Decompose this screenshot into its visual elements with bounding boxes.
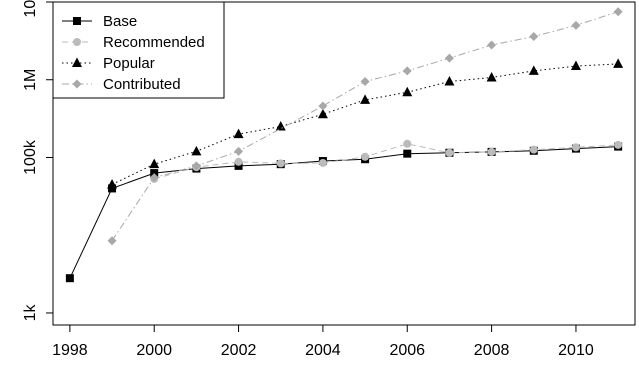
legend-box	[52, 1, 225, 99]
data-point-contributed	[444, 53, 454, 63]
data-point-contributed	[571, 20, 581, 30]
data-point-popular	[149, 158, 160, 169]
legend-item-recommended: Recommended	[62, 34, 205, 51]
series-line-contributed	[111, 11, 619, 241]
legend-label-contributed: Contributed	[103, 76, 181, 93]
series-recommended	[150, 139, 623, 183]
series-line-recommended	[154, 143, 619, 180]
data-point-contributed	[234, 146, 244, 156]
data-point-popular	[402, 86, 413, 97]
legend-item-base: Base	[62, 13, 137, 30]
legend-marker-base	[73, 17, 81, 25]
data-point-recommended	[234, 157, 243, 166]
y-axis: 1k 100k 1M 10M	[22, 0, 54, 322]
data-point-popular	[528, 65, 539, 75]
x-tick-label: 2008	[474, 342, 510, 359]
data-point-popular	[613, 58, 624, 68]
data-point-recommended	[614, 140, 623, 149]
data-point-popular	[191, 145, 202, 156]
x-tick-label: 1998	[52, 342, 88, 359]
series-layer	[65, 7, 624, 283]
data-point-popular	[317, 108, 328, 119]
x-tick-label: 2002	[221, 342, 257, 359]
data-point-popular	[570, 60, 581, 71]
x-tick-label: 2004	[305, 342, 341, 359]
data-point-contributed	[107, 236, 117, 246]
y-tick-label: 1M	[22, 69, 39, 91]
legend-label-base: Base	[103, 13, 137, 30]
series-popular	[107, 58, 624, 189]
legend-label-recommended: Recommended	[103, 34, 205, 51]
data-point-recommended	[571, 143, 580, 152]
legend-marker-recommended	[73, 38, 81, 46]
data-point-popular	[107, 178, 118, 189]
data-point-contributed	[360, 76, 370, 86]
data-point-base	[65, 274, 74, 283]
data-point-contributed	[149, 173, 159, 183]
y-tick-label: 100k	[22, 139, 39, 175]
data-point-recommended	[445, 148, 454, 157]
series-contributed	[107, 7, 623, 246]
data-point-popular	[486, 71, 497, 82]
series-base	[65, 142, 623, 283]
x-tick-label: 2000	[136, 342, 172, 359]
data-point-recommended	[487, 147, 496, 156]
data-point-recommended	[403, 139, 412, 148]
x-tick-label: 2010	[558, 342, 594, 359]
legend-label-popular: Popular	[103, 55, 155, 72]
data-point-contributed	[318, 101, 328, 111]
legend-item-popular: Popular	[62, 55, 155, 72]
data-point-popular	[360, 94, 371, 104]
data-point-recommended	[529, 145, 538, 154]
data-point-base	[234, 161, 243, 170]
legend: Base Recommended Popular Contributed	[52, 1, 225, 99]
legend-marker-popular	[72, 57, 82, 67]
x-tick-label: 2006	[389, 342, 425, 359]
data-point-contributed	[487, 40, 497, 50]
data-point-contributed	[191, 161, 201, 171]
data-point-contributed	[402, 66, 412, 76]
data-point-popular	[275, 121, 286, 131]
data-point-recommended	[276, 159, 285, 168]
data-point-recommended	[361, 152, 370, 161]
data-point-base	[150, 169, 159, 178]
y-tick-label: 10M	[22, 0, 39, 18]
data-point-base	[403, 149, 412, 158]
y-tick-label: 1k	[22, 304, 39, 322]
data-point-popular	[444, 75, 455, 86]
legend-marker-contributed	[72, 79, 82, 89]
data-point-contributed	[613, 7, 623, 17]
x-axis: 1998 2000 2002 2004 2006 2008 2010	[52, 324, 619, 359]
data-point-contributed	[529, 31, 539, 41]
data-point-popular	[233, 128, 244, 139]
legend-item-contributed: Contributed	[62, 76, 181, 93]
data-point-recommended	[318, 158, 327, 167]
